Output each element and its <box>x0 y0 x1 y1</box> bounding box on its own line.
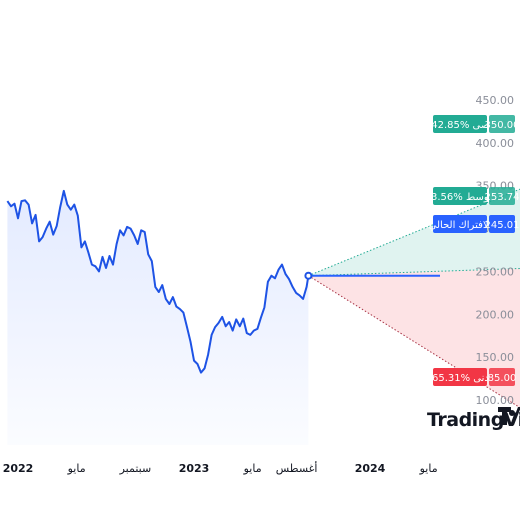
forecast-down-area <box>308 268 520 408</box>
x-tick-label: 2022 <box>3 462 34 475</box>
tv-logo-icon <box>498 407 520 425</box>
price-area <box>7 190 309 445</box>
x-tick-label: مايو <box>243 462 262 475</box>
x-tick-label: مايو <box>67 462 86 475</box>
y-tick-label: 450.00 <box>476 94 515 107</box>
current-price-label-value: 245.01 <box>485 220 520 231</box>
current-price-label-pill <box>433 215 487 233</box>
forecast-average-label-pill <box>433 187 487 205</box>
forecast-high-label-pill <box>433 115 487 133</box>
y-tick-label: 250.00 <box>476 265 515 278</box>
y-tick-label: 400.00 <box>476 137 515 150</box>
forecast-average-label-value-box <box>489 187 515 205</box>
x-tick-label: 2024 <box>355 462 386 475</box>
forecast-high-label-value: 350.00 <box>485 120 520 131</box>
y-tick-label: 100.00 <box>476 394 515 407</box>
last-price-point <box>304 271 313 280</box>
x-axis: 2022مايوسبتمبر2023مايوأغسطس2024مايو12 <box>3 461 438 475</box>
forecast-average-line <box>308 268 520 277</box>
y-tick-label: 150.00 <box>476 351 515 364</box>
forecast-low-label-value-box <box>489 368 515 386</box>
x-tick-label: سبتمبر <box>119 462 152 475</box>
forecast-low-label-text: -65.31% أدنى <box>428 371 491 384</box>
logo-text: TradingView <box>427 409 520 431</box>
price-line <box>6 189 313 374</box>
forecast-high-line <box>308 188 520 277</box>
price-area-fill <box>7 190 309 445</box>
y-tick-label: 200.00 <box>476 308 515 321</box>
forecast-average-label-text: +3.56% متوسط <box>423 192 498 203</box>
x-tick-label: 2023 <box>179 462 210 475</box>
x-tick-label: أغسطس <box>276 461 318 475</box>
tradingview-logo: TradingView <box>427 407 520 431</box>
current-price-label-text: الافتراك الحالي <box>429 220 492 231</box>
forecast-high-label-text: +42.85% أقصى <box>423 118 497 131</box>
forecast-low-label-value: 85.00 <box>488 373 517 384</box>
forecast-average-label-value: 253.74 <box>485 192 520 203</box>
forecast-high-label-value-box <box>489 115 515 133</box>
forecast-low-line <box>308 275 520 409</box>
forecast-low-label-pill <box>433 368 487 386</box>
x-tick-label: مايو <box>419 462 438 475</box>
price-series-line <box>6 189 310 374</box>
current-price-label-value-box <box>489 215 515 233</box>
